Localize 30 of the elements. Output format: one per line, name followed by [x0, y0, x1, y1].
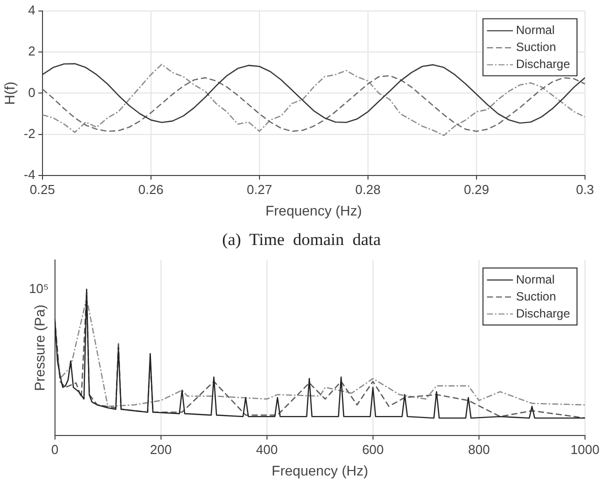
legend-label: Normal [516, 23, 555, 38]
y-axis-title: H(f) [1, 82, 18, 105]
x-tick-label: 400 [256, 442, 278, 457]
x-tick-label: 0.28 [355, 182, 381, 197]
x-tick-label: 0.26 [138, 182, 164, 197]
text: (a) Time domain data [221, 229, 382, 251]
y-axis-title: Pressure (Pa) [31, 304, 48, 391]
x-tick-label: 0.25 [30, 182, 56, 197]
x-tick-label: 0.27 [246, 182, 272, 197]
x-axis-title: Frequency (Hz) [265, 202, 362, 218]
y-tick-label: 4 [28, 2, 36, 18]
y-tick-label: 2 [28, 44, 36, 59]
x-tick-label: 600 [362, 442, 384, 457]
legend-label: Discharge [516, 57, 570, 72]
legend-label: Suction [516, 40, 556, 54]
legend-label: Suction [516, 289, 556, 304]
y-tick-label: -2 [24, 126, 36, 141]
legend-label: Normal [516, 272, 555, 286]
x-tick-label: 200 [150, 442, 172, 457]
y-tick-label: 0 [28, 84, 36, 100]
line-series [42, 75, 585, 132]
x-tick-label: 0.3 [576, 182, 594, 197]
x-axis-title: Frequency (Hz) [272, 462, 368, 478]
x-tick-label: 800 [468, 442, 490, 457]
legend-label: Discharge [516, 306, 570, 320]
text: 10⁵ [28, 280, 49, 296]
x-tick-label: 0 [51, 442, 58, 457]
x-tick-label: 1000 [570, 442, 600, 457]
y-tick-label: -4 [24, 167, 36, 182]
x-tick-label: 0.29 [464, 182, 490, 197]
